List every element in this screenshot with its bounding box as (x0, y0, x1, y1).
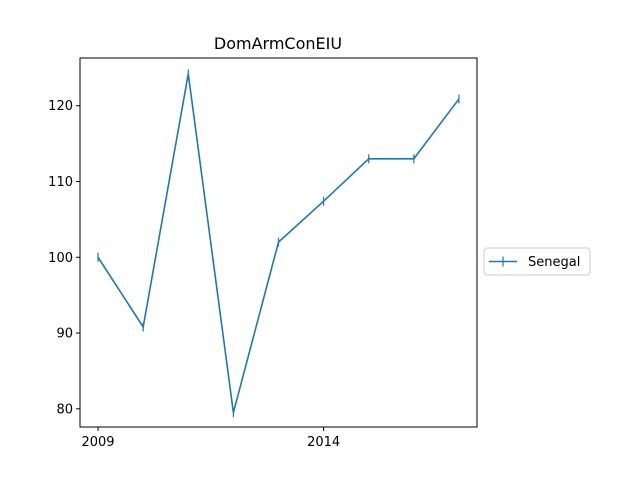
plot-area (97, 69, 460, 418)
y-tick-label: 80 (56, 402, 73, 417)
y-tick-label: 110 (48, 175, 73, 190)
y-tick-label: 90 (56, 327, 73, 342)
chart-title: DomArmConEIU (214, 34, 342, 53)
y-tick-label: 120 (48, 99, 73, 114)
x-tick-label: 2014 (307, 435, 340, 450)
plot-frame (79, 57, 478, 428)
axes: 80 90 100 110 120 2009 2014 (48, 99, 340, 450)
legend-series-label: Senegal (528, 255, 580, 270)
legend-box (483, 247, 591, 276)
y-tick-label: 100 (48, 251, 73, 266)
x-tick-label: 2009 (81, 435, 114, 450)
legend: Senegal (483, 247, 591, 276)
